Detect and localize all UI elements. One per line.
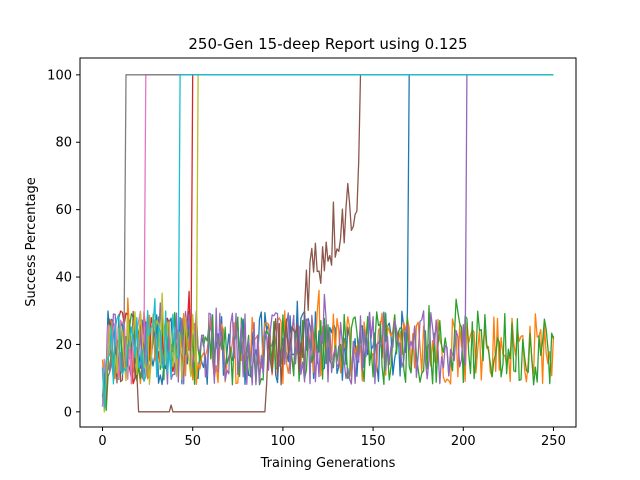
y-axis-title: Success Percentage bbox=[24, 177, 39, 307]
x-tick-label: 50 bbox=[184, 434, 201, 449]
x-axis: 0 50 100 150 200 250 bbox=[98, 427, 566, 449]
y-axis: 0 20 40 60 80 100 bbox=[47, 68, 80, 420]
y-tick-label: 100 bbox=[47, 68, 72, 83]
x-axis-title: Training Generations bbox=[260, 456, 396, 471]
series-layer bbox=[101, 74, 555, 413]
chart-title: 250-Gen 15-deep Report using 0.125 bbox=[188, 35, 467, 53]
x-tick-label: 100 bbox=[270, 434, 295, 449]
x-tick-label: 250 bbox=[541, 434, 566, 449]
y-tick-label: 0 bbox=[64, 405, 72, 420]
y-tick-label: 60 bbox=[55, 203, 72, 218]
y-tick-label: 20 bbox=[55, 338, 72, 353]
x-tick-label: 150 bbox=[361, 434, 386, 449]
y-tick-label: 80 bbox=[55, 136, 72, 151]
x-tick-label: 200 bbox=[451, 434, 476, 449]
x-tick-label: 0 bbox=[98, 434, 106, 449]
plot-frame bbox=[79, 57, 577, 428]
y-tick-label: 40 bbox=[55, 271, 72, 286]
series-line-10 bbox=[101, 74, 554, 409]
